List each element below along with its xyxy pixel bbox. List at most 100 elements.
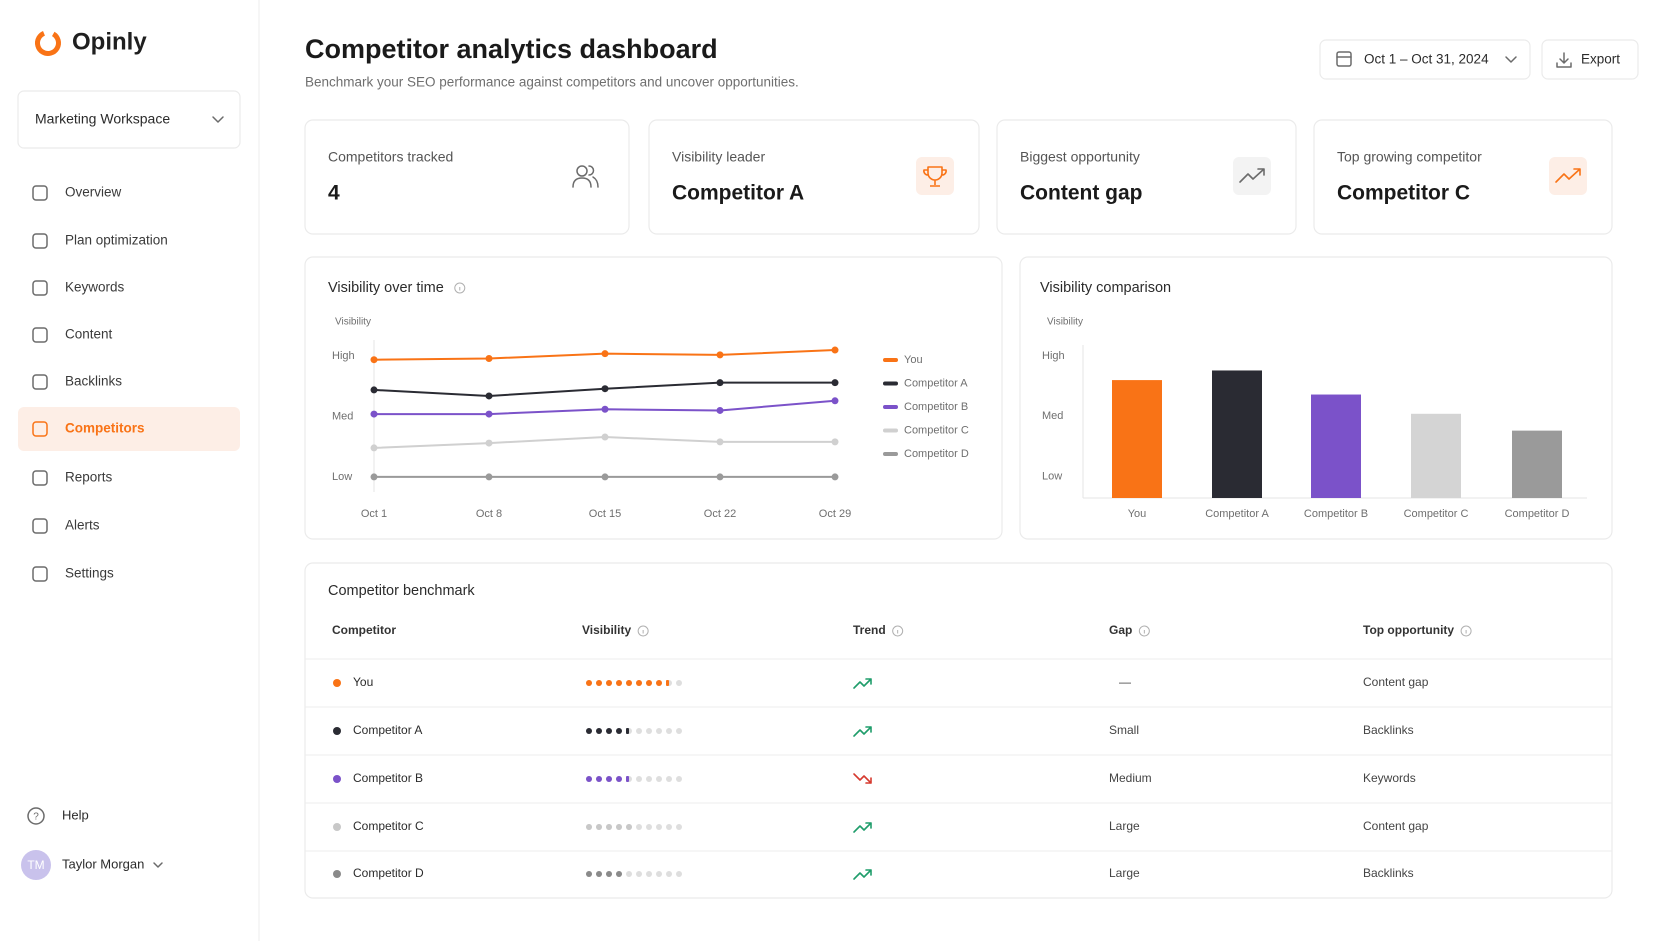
data-point — [716, 379, 724, 387]
kpi-label: Biggest opportunity — [1020, 149, 1140, 165]
dot — [676, 871, 682, 877]
user-menu[interactable]: TM Taylor Morgan — [21, 850, 163, 880]
table-row: You — Content gap — [305, 675, 1612, 708]
nav-icon — [32, 233, 48, 249]
dot-filled — [586, 728, 592, 734]
gap: Medium — [1109, 771, 1152, 785]
legend-label: Competitor C — [904, 424, 969, 436]
bar — [1311, 394, 1361, 498]
nav-icon — [32, 185, 48, 201]
y-tick-label: Low — [1042, 470, 1062, 482]
dot — [656, 871, 662, 877]
x-tick-label: Competitor D — [1505, 508, 1570, 520]
data-point — [831, 473, 839, 481]
dot-filled — [616, 680, 622, 686]
info-icon — [892, 625, 904, 637]
dot — [656, 824, 662, 830]
dot — [676, 776, 682, 782]
dot-filled — [606, 824, 612, 830]
dot-filled — [606, 680, 612, 686]
visibility-dots — [586, 728, 682, 734]
kpi-label: Visibility leader — [672, 149, 765, 165]
legend-label: You — [904, 354, 923, 366]
workspace-select[interactable]: Marketing Workspace — [17, 90, 241, 149]
visibility-dots — [586, 776, 682, 782]
nav-item[interactable]: Reports — [32, 470, 113, 486]
nav-label: Overview — [65, 185, 122, 200]
kpi-icon — [572, 165, 599, 188]
trend-icon — [853, 678, 872, 689]
dot-filled — [616, 728, 622, 734]
dot-filled — [656, 680, 662, 686]
dot — [656, 776, 662, 782]
top-opportunity: Keywords — [1363, 771, 1416, 785]
nav-item[interactable]: Plan optimization — [32, 233, 168, 249]
kpi-label: Top growing competitor — [1337, 149, 1482, 165]
x-tick-label: Oct 1 — [361, 508, 387, 520]
nav-icon — [32, 566, 48, 582]
data-point — [831, 346, 839, 354]
dot — [636, 871, 642, 877]
trend-icon — [853, 773, 872, 784]
nav-label: Keywords — [65, 280, 125, 295]
top-opportunity: Backlinks — [1363, 723, 1414, 737]
kpi-label: Competitors tracked — [328, 149, 453, 165]
nav-icon — [32, 280, 48, 296]
row-bullet — [333, 679, 341, 687]
data-point — [370, 356, 378, 364]
x-tick-label: Oct 15 — [589, 508, 621, 520]
gap: — — [1119, 675, 1131, 689]
top-opportunity: Content gap — [1363, 819, 1429, 833]
dot-filled — [616, 871, 622, 877]
kpi-box — [1313, 119, 1613, 235]
date-picker[interactable]: Oct 1 – Oct 31, 2024 — [1319, 39, 1531, 80]
date-box — [1319, 39, 1531, 80]
row-bullet — [333, 775, 341, 783]
nav-item[interactable]: Overview — [32, 185, 122, 201]
nav-icon — [32, 327, 48, 343]
kpi-icon-bg — [1549, 157, 1587, 195]
nav-item[interactable]: Alerts — [32, 518, 100, 534]
legend-label: Competitor D — [904, 448, 969, 460]
table-title: Competitor benchmark — [328, 583, 475, 599]
dot — [666, 728, 672, 734]
data-point — [485, 392, 493, 400]
bar — [1512, 430, 1562, 498]
line-chart-card — [304, 256, 1003, 540]
y-tick-label: Low — [332, 471, 352, 483]
kpi-icon — [923, 166, 947, 187]
legend-item: You — [883, 354, 923, 366]
logo[interactable]: Opinly — [34, 28, 148, 57]
nav-item[interactable]: Content — [32, 327, 113, 343]
data-point — [485, 439, 493, 447]
nav-item[interactable]: Competitors — [18, 407, 240, 451]
nav-item[interactable]: Settings — [32, 566, 114, 582]
nav-icon — [32, 518, 48, 534]
legend-item: Competitor A — [883, 377, 968, 389]
table-row: Competitor B Medium Keywords — [305, 771, 1612, 804]
legend-label: Competitor B — [904, 401, 968, 413]
legend-label: Competitor A — [904, 377, 968, 389]
help-link[interactable]: ? Help — [27, 807, 89, 825]
nav-item[interactable]: Keywords — [32, 280, 125, 296]
nav-icon — [32, 421, 48, 437]
kpi-icon-bg — [1233, 157, 1271, 195]
data-point — [370, 410, 378, 418]
date-range: Oct 1 – Oct 31, 2024 — [1364, 52, 1489, 67]
column-header: Competitor — [332, 623, 396, 637]
export-icon — [1556, 52, 1572, 68]
logo-mark — [35, 30, 61, 56]
competitor-name: Competitor D — [353, 866, 424, 880]
dot — [656, 728, 662, 734]
dot — [676, 824, 682, 830]
bar-chart: Low Med High You Competitor A Competitor B Com… — [1042, 345, 1587, 520]
data-point — [601, 350, 609, 358]
dot-filled — [616, 776, 622, 782]
legend-item: Competitor B — [883, 401, 968, 413]
nav-item[interactable]: Backlinks — [32, 374, 122, 390]
kpi-value: Competitor A — [672, 182, 804, 205]
export-button[interactable]: Export — [1541, 39, 1639, 80]
